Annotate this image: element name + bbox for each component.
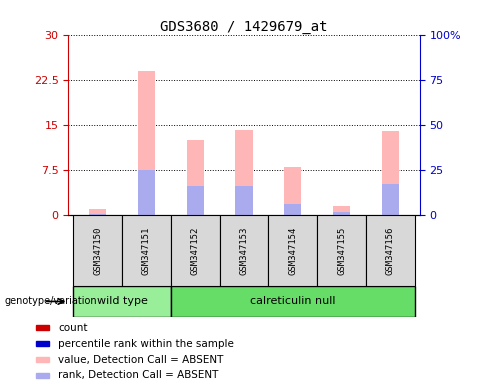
Text: wild type: wild type <box>97 296 147 306</box>
Bar <box>89 214 106 215</box>
Text: count: count <box>58 323 87 333</box>
Bar <box>171 215 220 286</box>
Bar <box>138 170 155 215</box>
Text: GSM347154: GSM347154 <box>288 227 297 275</box>
Bar <box>285 204 302 215</box>
Text: value, Detection Call = ABSENT: value, Detection Call = ABSENT <box>58 354 224 364</box>
Text: genotype/variation: genotype/variation <box>5 296 98 306</box>
Bar <box>36 373 49 378</box>
Title: GDS3680 / 1429679_at: GDS3680 / 1429679_at <box>160 20 328 33</box>
Text: GSM347155: GSM347155 <box>337 227 346 275</box>
Bar <box>236 130 253 215</box>
Bar <box>89 209 106 215</box>
Bar <box>36 357 49 362</box>
Bar <box>187 140 204 215</box>
Bar <box>268 215 317 286</box>
Bar <box>73 286 171 317</box>
Bar <box>220 215 268 286</box>
Bar <box>187 186 204 215</box>
Bar <box>366 215 415 286</box>
Bar <box>333 206 350 215</box>
Bar <box>236 186 253 215</box>
Text: GSM347151: GSM347151 <box>142 227 151 275</box>
Bar <box>36 341 49 346</box>
Bar <box>36 325 49 330</box>
Bar <box>382 131 399 215</box>
Text: calreticulin null: calreticulin null <box>250 296 336 306</box>
Bar <box>333 212 350 215</box>
Text: GSM347152: GSM347152 <box>191 227 200 275</box>
Bar <box>317 215 366 286</box>
Text: GSM347150: GSM347150 <box>93 227 102 275</box>
Bar <box>122 215 171 286</box>
Bar <box>285 167 302 215</box>
Bar <box>73 215 122 286</box>
Bar <box>171 286 415 317</box>
Text: rank, Detection Call = ABSENT: rank, Detection Call = ABSENT <box>58 371 219 381</box>
Text: GSM347153: GSM347153 <box>240 227 248 275</box>
Text: percentile rank within the sample: percentile rank within the sample <box>58 339 234 349</box>
Bar <box>382 184 399 215</box>
Bar <box>138 71 155 215</box>
Text: GSM347156: GSM347156 <box>386 227 395 275</box>
